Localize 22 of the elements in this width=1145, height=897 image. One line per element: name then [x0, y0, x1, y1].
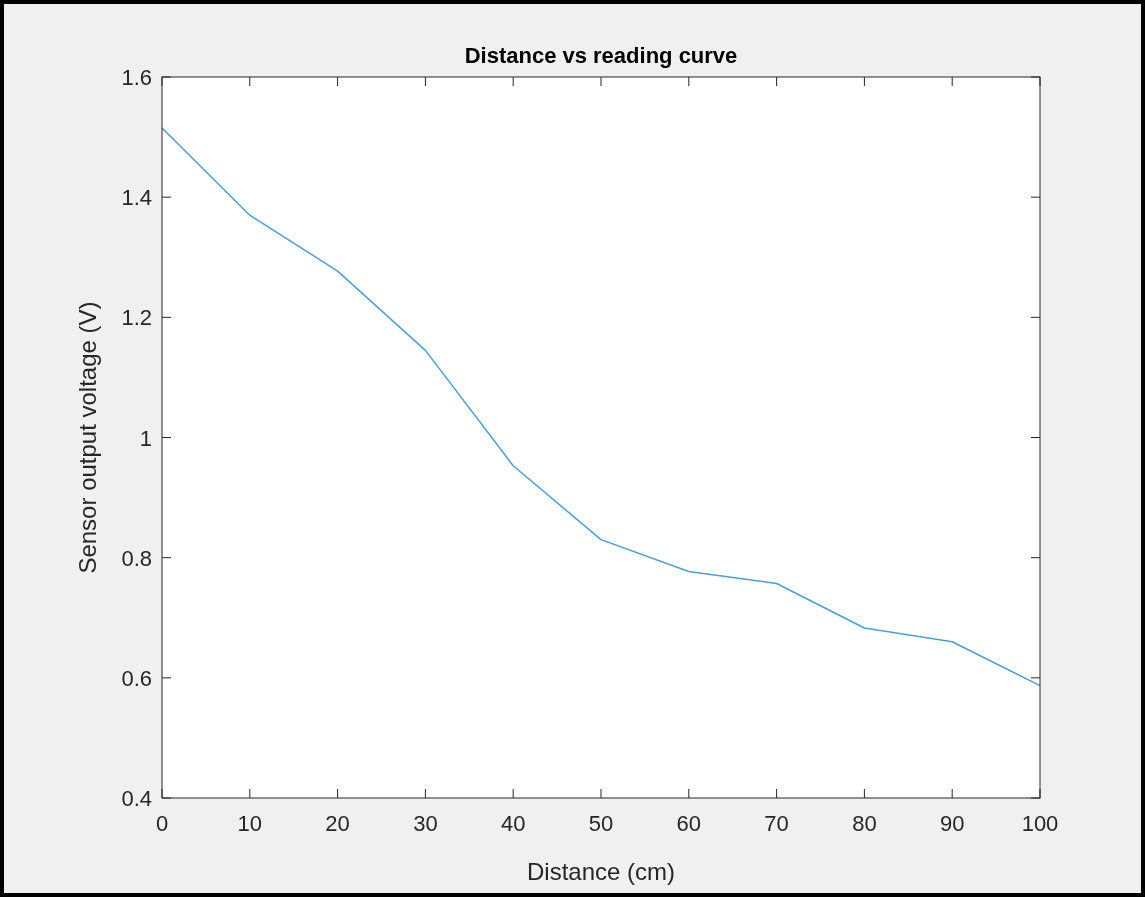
x-tick-label: 80 [852, 811, 877, 836]
y-tick-label: 1 [139, 425, 152, 451]
y-tick-label: 1.6 [121, 65, 152, 90]
chart-title: Distance vs reading curve [464, 43, 738, 68]
line-series [161, 127, 1041, 687]
x-tick-label: 0 [155, 811, 169, 836]
x-tick-label: 70 [764, 811, 789, 836]
x-tick-label: 100 [1021, 811, 1059, 836]
x-tick-label: 30 [413, 811, 438, 836]
x-tick-label: 20 [325, 811, 350, 836]
x-tick-label: 60 [676, 811, 702, 836]
x-tick-label: 40 [500, 811, 526, 836]
x-tick-label: 90 [939, 811, 965, 836]
x-axis-title: Distance (cm) [526, 858, 676, 885]
y-axis-title: Sensor output voltage (V) [74, 301, 101, 574]
y-tick-label: 0.6 [121, 665, 152, 691]
x-tick-label: 10 [237, 811, 263, 836]
y-tick-label: 0.8 [121, 545, 152, 571]
y-tick-label: 1.4 [121, 185, 152, 211]
x-tick-label: 50 [588, 811, 614, 836]
y-tick-label: 1.2 [121, 305, 152, 331]
y-tick-label: 0.4 [121, 786, 152, 811]
